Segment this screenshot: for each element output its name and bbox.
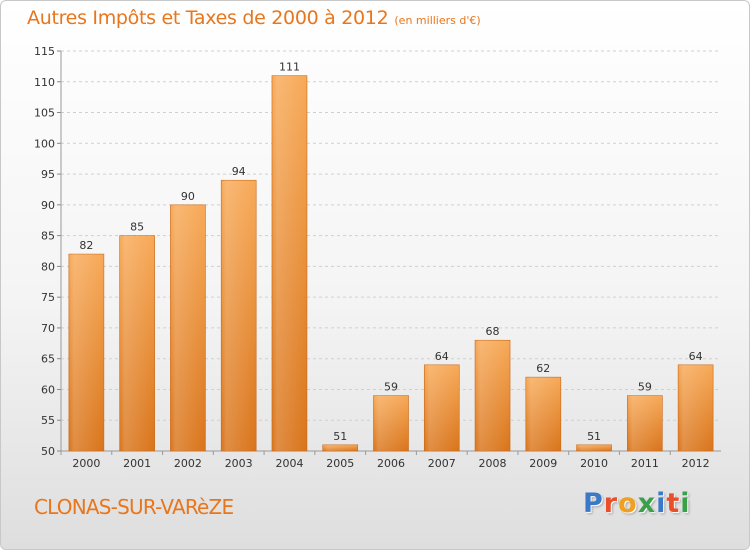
bar-value-label: 94 [232,165,246,178]
bar-value-label: 51 [587,430,601,443]
bar-sheen [322,444,358,451]
town-name: CLONAS-SUR-VARèZE [34,495,234,519]
y-tick-label: 65 [41,353,55,366]
data-labels: 82 2000 85 2001 90 2002 94 2003 111 2004 51 2005 59 2… [72,61,709,470]
bar-value-label: 68 [486,325,500,338]
bar-value-label: 59 [384,381,398,394]
y-tick-label: 75 [41,291,55,304]
bar-value-label: 64 [435,350,449,363]
bar-sheen [576,444,612,451]
logo-letter: i [680,488,691,519]
y-tick-label: 95 [41,168,55,181]
bar-value-label: 82 [79,239,93,252]
bar-sheen [475,340,511,451]
x-tick-label: 2005 [326,457,354,470]
bars [68,75,714,452]
y-tick-label: 70 [41,322,55,335]
x-tick-label: 2000 [72,457,100,470]
bar-sheen [221,180,257,451]
bar-sheen [119,235,155,451]
bar-value-label: 85 [130,221,144,234]
bar-value-label: 64 [689,350,703,363]
x-tick-label: 2008 [479,457,507,470]
x-tick-label: 2006 [377,457,405,470]
bar-value-label: 90 [181,190,195,203]
x-tick-label: 2002 [174,457,202,470]
bar-sheen [525,377,561,451]
bar-sheen [170,204,206,451]
bar-value-label: 59 [638,381,652,394]
bar-sheen [68,254,104,451]
chart-title: Autres Impôts et Taxes de 2000 à 2012 (en… [27,7,481,29]
axes: 50 55 60 65 70 75 80 85 90 95 100 105 110 115 [34,45,721,458]
bar-value-label: 62 [536,362,550,375]
x-tick-label: 2011 [631,457,659,470]
bar-value-label: 111 [279,61,300,74]
x-tick-label: 2001 [123,457,151,470]
x-tick-label: 2007 [428,457,456,470]
logo-letter: P [583,488,604,519]
y-tick-label: 50 [41,445,55,458]
proxiti-logo[interactable]: Proxiti [583,488,691,519]
y-tick-label: 110 [34,76,55,89]
bar-sheen [271,75,307,451]
y-tick-label: 55 [41,414,55,427]
bar-value-label: 51 [333,430,347,443]
y-tick-label: 90 [41,199,55,212]
logo-letter: t [666,488,681,519]
x-tick-label: 2010 [580,457,608,470]
logo-letter: x [637,488,657,519]
y-tick-label: 60 [41,383,55,396]
chart-subtitle: (en milliers d'€) [394,14,481,27]
x-tick-label: 2012 [682,457,710,470]
x-tick-label: 2004 [275,457,303,470]
x-tick-label: 2003 [225,457,253,470]
bar-sheen [424,364,460,451]
y-tick-label: 80 [41,260,55,273]
y-tick-label: 85 [41,230,55,243]
y-tick-label: 105 [34,107,55,120]
logo-letter: i [656,488,667,519]
bar-sheen [678,364,714,451]
logo-letter: r [603,488,619,519]
x-tick-label: 2009 [529,457,557,470]
chart-title-text: Autres Impôts et Taxes de 2000 à 2012 [27,7,389,29]
y-tick-label: 100 [34,137,55,150]
bar-sheen [627,395,663,451]
y-tick-label: 115 [34,45,55,58]
bar-sheen [373,395,409,451]
logo-letter: o [618,488,638,519]
